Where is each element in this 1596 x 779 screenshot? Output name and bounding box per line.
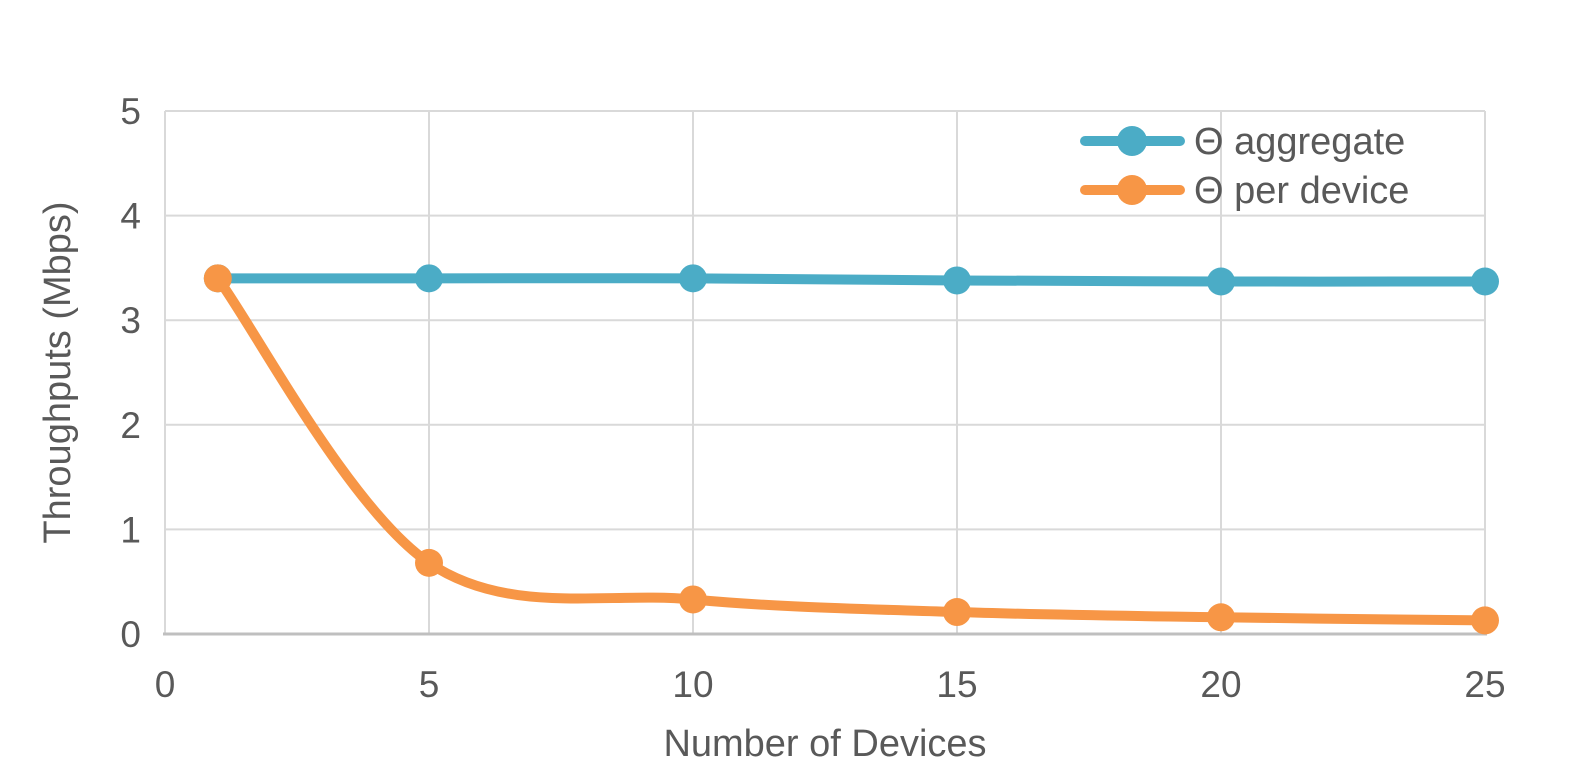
chart-legend: Θ aggregate Θ per device [1080,121,1409,212]
y-axis-title: Throughputs (Mbps) [37,201,79,543]
series-aggregate [203,264,1499,296]
y-tick-label: 1 [120,509,141,550]
legend-label: Θ aggregate [1194,121,1405,163]
data-point-marker [1207,267,1235,296]
data-point-marker [679,585,707,614]
legend-marker [1117,126,1147,156]
legend-marker [1117,175,1147,205]
data-point-marker [679,264,707,293]
x-tick-label: 0 [155,664,176,705]
y-tick-label: 5 [120,91,141,132]
data-series [203,264,1499,635]
data-point-marker [943,598,971,627]
legend-label: Θ per device [1194,170,1409,212]
legend-item: Θ aggregate [1080,121,1405,163]
x-axis-title: Number of Devices [663,723,986,765]
x-tick-label: 20 [1200,664,1241,705]
data-point-marker [415,264,443,293]
series-per-device [203,264,1499,635]
data-point-marker [415,548,443,577]
x-tick-label: 25 [1464,664,1505,705]
y-tick-label: 0 [120,614,141,655]
data-point-marker [1207,603,1235,632]
data-point-marker [1471,606,1499,635]
x-tick-label: 15 [936,664,977,705]
data-point-marker [943,266,971,295]
y-tick-label: 4 [120,196,141,237]
series-line [212,273,1490,287]
y-tick-label: 3 [120,300,141,341]
legend-item: Θ per device [1080,170,1409,212]
axis-labels: 0 5 10 15 20 25 0 1 2 3 4 5 Number of Devices Through… [37,91,1506,765]
series-line [212,273,1490,626]
gridlines [164,110,1486,634]
x-tick-label: 10 [672,664,713,705]
data-point-marker [203,264,232,293]
data-point-marker [1471,267,1499,296]
y-tick-label: 2 [120,405,141,446]
x-tick-label: 5 [419,664,440,705]
